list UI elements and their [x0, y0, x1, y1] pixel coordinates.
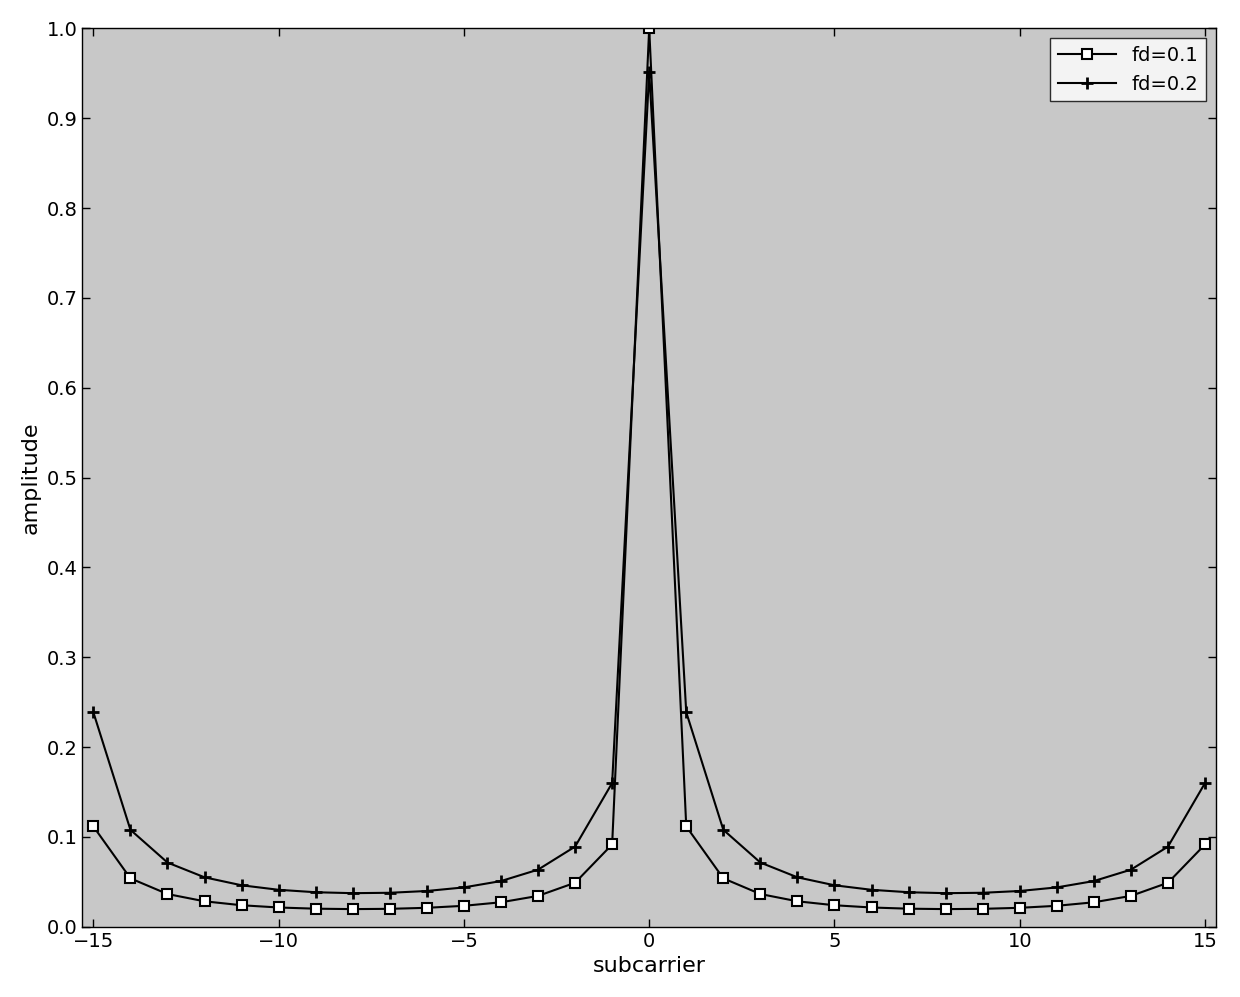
- fd=0.2: [531, 863, 546, 875]
- fd=0.2: [715, 824, 730, 835]
- fd=0.1: [123, 872, 138, 884]
- Y-axis label: amplitude: amplitude: [21, 422, 41, 533]
- fd=0.2: [976, 886, 991, 898]
- fd=0.2: [568, 840, 583, 852]
- fd=0.1: [1012, 902, 1027, 914]
- fd=0.1: [309, 902, 324, 914]
- fd=0.2: [1049, 881, 1064, 893]
- fd=0.1: [382, 903, 397, 915]
- fd=0.2: [642, 66, 657, 78]
- fd=0.2: [790, 871, 805, 883]
- fd=0.1: [939, 903, 954, 915]
- X-axis label: subcarrier: subcarrier: [593, 956, 706, 976]
- fd=0.1: [234, 899, 249, 911]
- fd=0.1: [753, 888, 768, 900]
- fd=0.2: [753, 856, 768, 868]
- fd=0.1: [345, 903, 360, 915]
- fd=0.2: [1086, 875, 1101, 887]
- fd=0.1: [160, 888, 175, 900]
- fd=0.2: [605, 777, 620, 789]
- fd=0.2: [382, 886, 397, 898]
- fd=0.2: [827, 879, 842, 891]
- fd=0.1: [976, 903, 991, 915]
- fd=0.1: [568, 876, 583, 888]
- fd=0.2: [1123, 863, 1138, 875]
- fd=0.2: [160, 856, 175, 868]
- fd=0.1: [678, 821, 693, 832]
- fd=0.1: [456, 900, 471, 912]
- fd=0.1: [272, 901, 286, 913]
- Legend: fd=0.1, fd=0.2: fd=0.1, fd=0.2: [1050, 38, 1207, 102]
- fd=0.2: [419, 885, 434, 897]
- fd=0.1: [1198, 838, 1213, 850]
- fd=0.2: [234, 879, 249, 891]
- fd=0.1: [864, 901, 879, 913]
- fd=0.1: [605, 838, 620, 850]
- fd=0.1: [715, 872, 730, 884]
- fd=0.1: [494, 896, 508, 908]
- fd=0.1: [419, 902, 434, 914]
- fd=0.1: [1086, 896, 1101, 908]
- fd=0.1: [1161, 876, 1176, 888]
- fd=0.1: [1123, 890, 1138, 902]
- fd=0.2: [197, 871, 212, 883]
- Line: fd=0.1: fd=0.1: [88, 24, 1210, 914]
- fd=0.2: [864, 883, 879, 895]
- fd=0.1: [901, 902, 916, 914]
- fd=0.2: [494, 875, 508, 887]
- fd=0.2: [345, 887, 360, 899]
- fd=0.2: [86, 706, 100, 718]
- fd=0.2: [678, 706, 693, 718]
- fd=0.2: [1012, 885, 1027, 897]
- fd=0.1: [531, 890, 546, 902]
- Line: fd=0.2: fd=0.2: [87, 66, 1211, 899]
- fd=0.2: [456, 881, 471, 893]
- fd=0.1: [1049, 900, 1064, 912]
- fd=0.2: [901, 886, 916, 898]
- fd=0.2: [123, 824, 138, 835]
- fd=0.2: [939, 887, 954, 899]
- fd=0.1: [86, 821, 100, 832]
- fd=0.2: [309, 886, 324, 898]
- fd=0.1: [642, 22, 657, 34]
- fd=0.1: [790, 895, 805, 907]
- fd=0.2: [1198, 777, 1213, 789]
- fd=0.1: [827, 899, 842, 911]
- fd=0.1: [197, 895, 212, 907]
- fd=0.2: [272, 883, 286, 895]
- fd=0.2: [1161, 840, 1176, 852]
